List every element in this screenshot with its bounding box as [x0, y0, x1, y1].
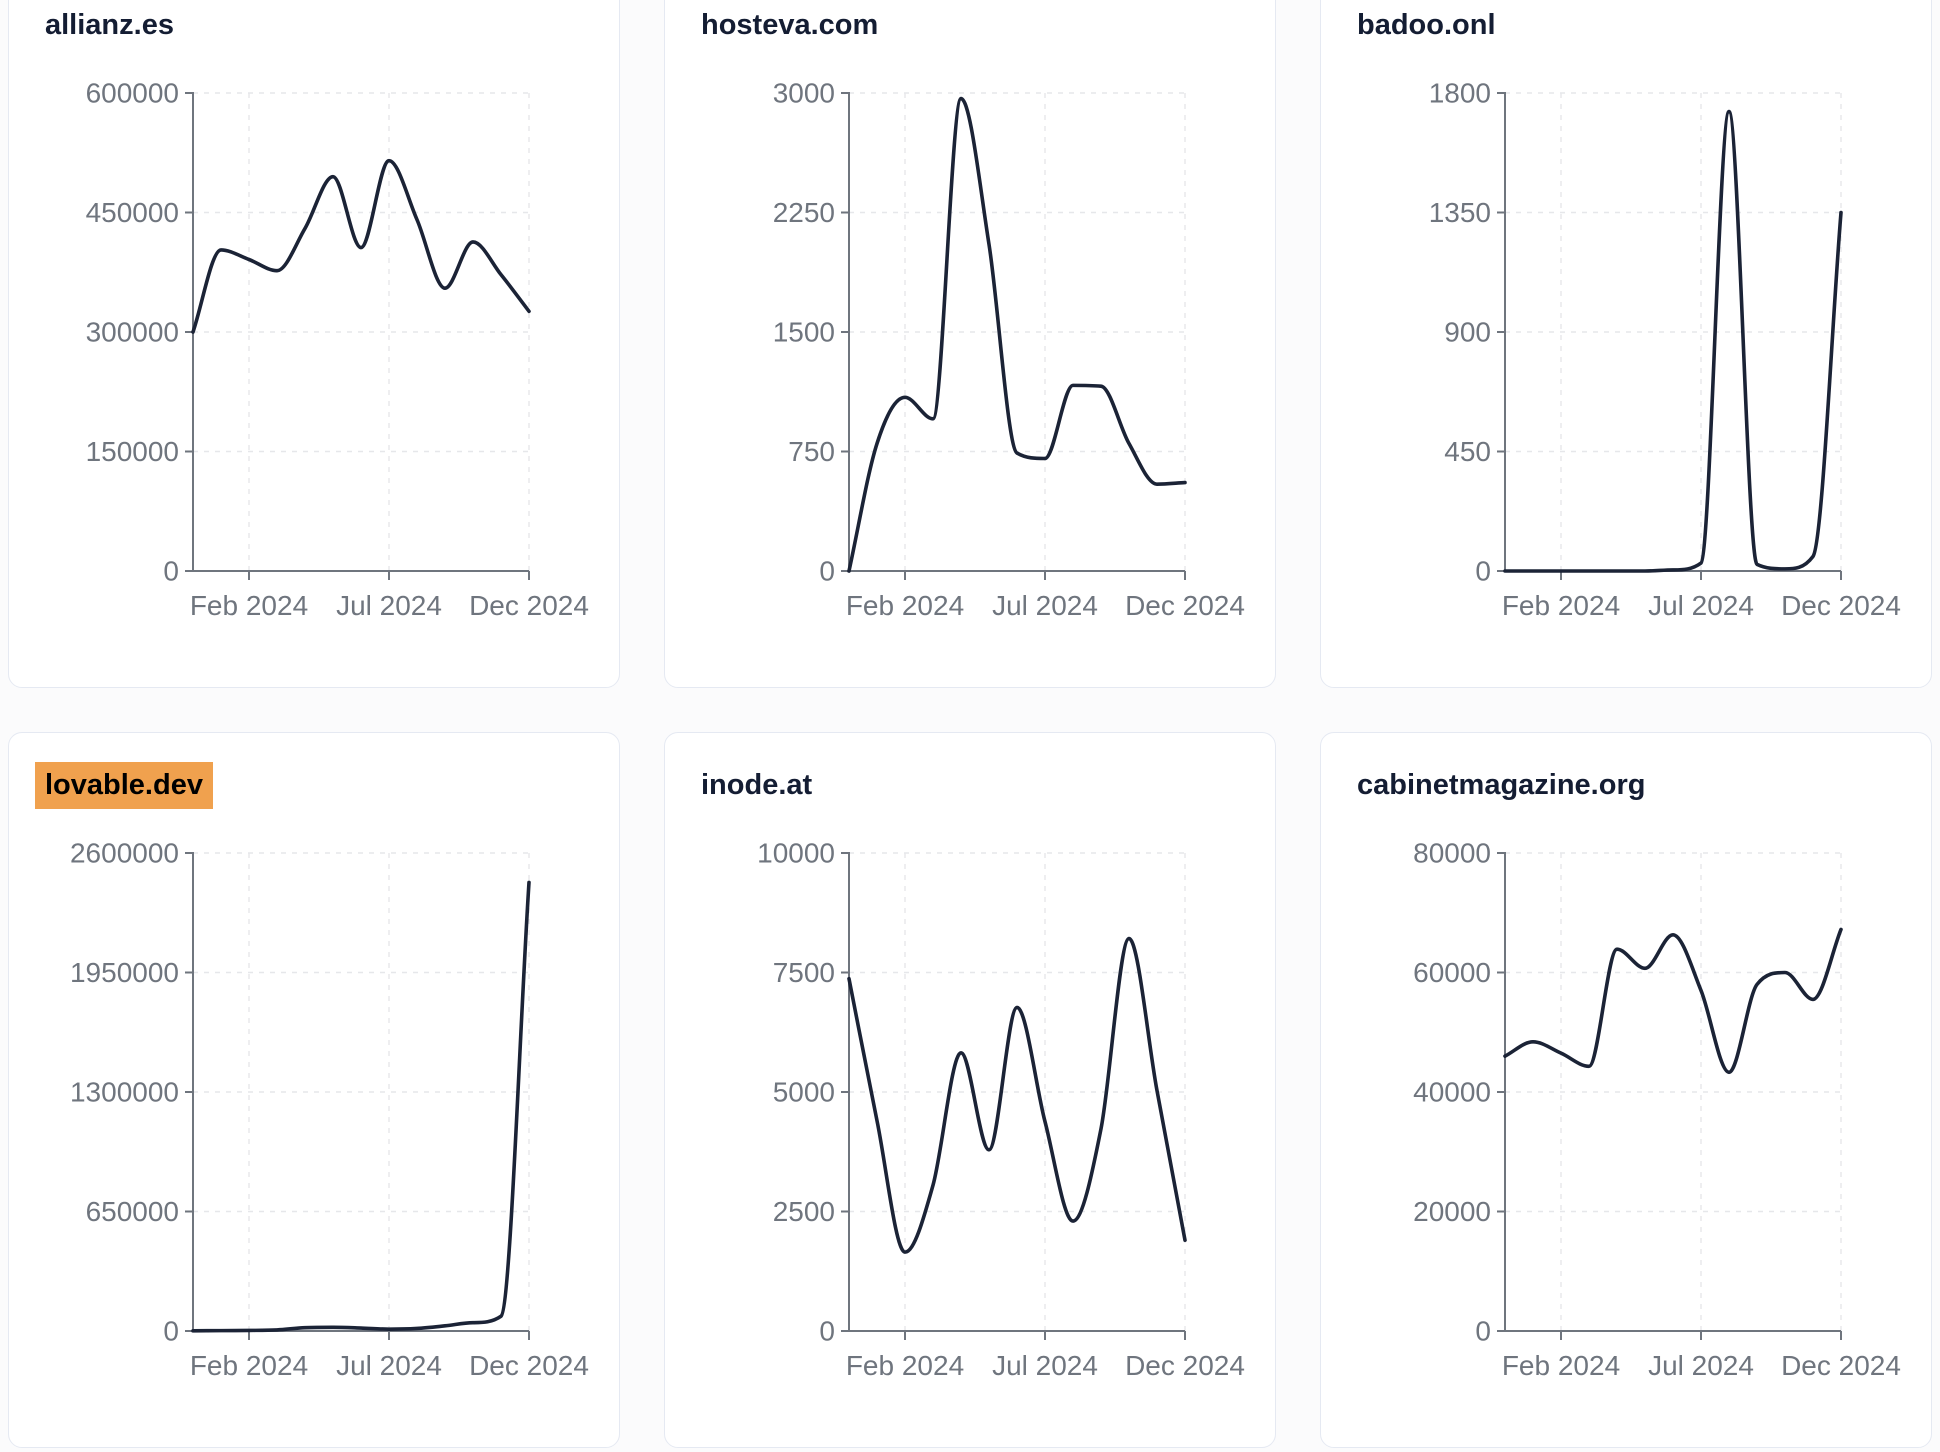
series-line [847, 96, 1187, 573]
y-tick-label: 40000 [1413, 1077, 1491, 1108]
y-tick-label: 1800 [1429, 78, 1491, 109]
chart-title: hosteva.com [701, 7, 878, 43]
axes [841, 852, 1186, 1340]
gridlines [849, 92, 1186, 571]
y-tick-label: 0 [163, 1316, 179, 1347]
chart-card-lovable-dev: lovable.dev 0 650000 1300000 1950000 2600000… [8, 732, 620, 1448]
line-chart: 0 150000 300000 450000 600000 Feb 2024 Jul 202… [86, 78, 589, 622]
y-tick-label: 10000 [757, 838, 835, 869]
y-tick-label: 80000 [1413, 838, 1491, 869]
x-tick-label: Jul 2024 [1648, 590, 1754, 621]
y-tick-label: 2250 [773, 197, 835, 228]
gridlines [849, 852, 1186, 1331]
series-line [1503, 927, 1843, 1075]
y-tick-label: 450 [1444, 436, 1491, 467]
axis-labels: 0 750 1500 2250 3000 Feb 2024 Jul 2024 Dec 2024 [773, 78, 1245, 622]
axes [1497, 92, 1842, 580]
x-tick-label: Dec 2024 [1125, 1350, 1245, 1381]
chart-title-text: badoo.onl [1357, 9, 1496, 41]
x-tick-label: Feb 2024 [846, 590, 964, 621]
y-tick-label: 300000 [86, 317, 179, 348]
x-tick-label: Feb 2024 [190, 590, 308, 621]
line-chart: 0 450 900 1350 1800 Feb 2024 Jul 2024 Dec 2024 [1429, 78, 1901, 622]
y-tick-label: 0 [819, 1316, 835, 1347]
line-chart: 0 650000 1300000 1950000 2600000 Feb 2024 Jul … [70, 838, 589, 1382]
axis-labels: 0 2500 5000 7500 10000 Feb 2024 Jul 2024 Dec 20… [757, 838, 1245, 1382]
gridlines [193, 92, 530, 571]
x-tick-label: Dec 2024 [1781, 1350, 1901, 1381]
series-line [191, 158, 531, 334]
x-tick-label: Dec 2024 [469, 1350, 589, 1381]
y-tick-label: 1350 [1429, 197, 1491, 228]
y-tick-label: 7500 [773, 957, 835, 988]
chart-card-cabinetmagazine-org: cabinetmagazine.org 0 20000 40000 60000 8000… [1320, 732, 1932, 1448]
line-chart: 0 20000 40000 60000 80000 Feb 2024 Jul 2024 Dec… [1413, 838, 1901, 1382]
y-tick-label: 600000 [86, 78, 179, 109]
series-line [847, 936, 1187, 1254]
axis-labels: 0 650000 1300000 1950000 2600000 Feb 2024 Jul … [70, 838, 589, 1382]
y-tick-label: 1500 [773, 317, 835, 348]
gridlines [193, 852, 530, 1331]
axis-labels: 0 450 900 1350 1800 Feb 2024 Jul 2024 Dec 2024 [1429, 78, 1901, 622]
y-tick-label: 2600000 [70, 838, 179, 869]
series-line [191, 880, 531, 1333]
y-tick-label: 900 [1444, 317, 1491, 348]
x-tick-label: Jul 2024 [992, 1350, 1098, 1381]
y-tick-label: 5000 [773, 1077, 835, 1108]
chart-card-hosteva-com: hosteva.com 0 750 1500 2250 3000 Feb 2024 Jul … [664, 0, 1276, 688]
gridlines [1505, 92, 1842, 571]
y-tick-label: 0 [163, 556, 179, 587]
axes [841, 92, 1186, 580]
x-tick-label: Jul 2024 [336, 1350, 442, 1381]
series-line [1503, 109, 1843, 573]
line-chart: 0 750 1500 2250 3000 Feb 2024 Jul 2024 Dec 2024 [773, 78, 1245, 622]
chart-card-badoo-onl: badoo.onl 0 450 900 1350 1800 Feb 2024 Jul 202… [1320, 0, 1932, 688]
gridlines [1505, 852, 1842, 1331]
x-tick-label: Feb 2024 [1502, 1350, 1620, 1381]
x-tick-label: Jul 2024 [992, 590, 1098, 621]
x-tick-label: Dec 2024 [1781, 590, 1901, 621]
chart-title-text: allianz.es [45, 9, 174, 41]
y-tick-label: 1300000 [70, 1077, 179, 1108]
chart-title-text: cabinetmagazine.org [1357, 769, 1646, 801]
y-tick-label: 450000 [86, 197, 179, 228]
y-tick-label: 150000 [86, 436, 179, 467]
chart-title: badoo.onl [1357, 7, 1496, 43]
axes [185, 852, 530, 1340]
y-tick-label: 0 [1475, 1316, 1491, 1347]
y-tick-label: 0 [1475, 556, 1491, 587]
charts-grid: allianz.es 0 150000 300000 450000 600000 Feb … [8, 0, 1932, 1448]
chart-title-text: hosteva.com [701, 9, 879, 41]
y-tick-label: 60000 [1413, 957, 1491, 988]
y-tick-label: 20000 [1413, 1196, 1491, 1227]
chart-card-allianz-es: allianz.es 0 150000 300000 450000 600000 Feb … [8, 0, 620, 688]
chart-title-text: lovable.dev [35, 762, 213, 810]
x-tick-label: Dec 2024 [469, 590, 589, 621]
y-tick-label: 2500 [773, 1196, 835, 1227]
x-tick-label: Dec 2024 [1125, 590, 1245, 621]
x-tick-label: Feb 2024 [846, 1350, 964, 1381]
chart-title: cabinetmagazine.org [1357, 767, 1645, 803]
chart-card-inode-at: inode.at 0 2500 5000 7500 10000 Feb 2024 Jul 2… [664, 732, 1276, 1448]
axis-labels: 0 20000 40000 60000 80000 Feb 2024 Jul 2024 Dec… [1413, 838, 1901, 1382]
line-chart: 0 2500 5000 7500 10000 Feb 2024 Jul 2024 Dec 20… [757, 838, 1245, 1382]
y-tick-label: 1950000 [70, 957, 179, 988]
chart-title: lovable.dev [35, 762, 213, 810]
chart-title-text: inode.at [701, 769, 813, 801]
x-tick-label: Jul 2024 [336, 590, 442, 621]
y-tick-label: 3000 [773, 78, 835, 109]
x-tick-label: Feb 2024 [190, 1350, 308, 1381]
axes [185, 92, 530, 580]
y-tick-label: 750 [788, 436, 835, 467]
chart-title: allianz.es [45, 7, 174, 43]
x-tick-label: Feb 2024 [1502, 590, 1620, 621]
x-tick-label: Jul 2024 [1648, 1350, 1754, 1381]
y-tick-label: 0 [819, 556, 835, 587]
chart-title: inode.at [701, 767, 812, 803]
axis-labels: 0 150000 300000 450000 600000 Feb 2024 Jul 202… [86, 78, 589, 622]
y-tick-label: 650000 [86, 1196, 179, 1227]
axes [1497, 852, 1842, 1340]
